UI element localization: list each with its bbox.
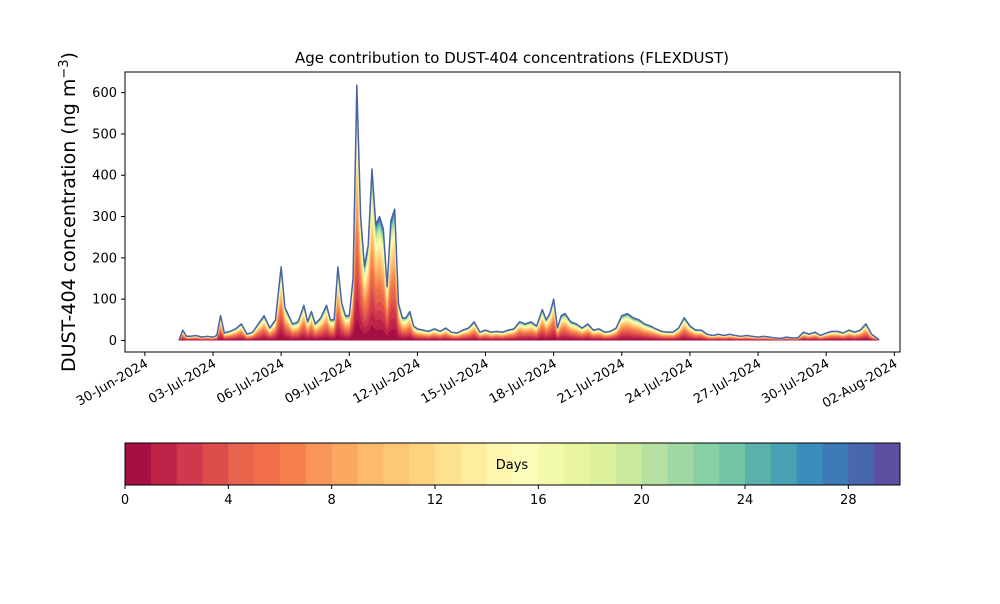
colorbar-frame bbox=[124, 442, 901, 486]
colorbar-swatch-day-10 bbox=[383, 443, 410, 485]
age-layer-day-1 bbox=[178, 296, 880, 341]
colorbar-swatch-day-24 bbox=[745, 443, 772, 485]
colorbar-tick-label: 8 bbox=[328, 493, 336, 508]
colorbar-swatch-day-19 bbox=[615, 443, 643, 485]
x-tick-label: 15-Jul-2024 bbox=[419, 356, 492, 407]
y-axis-label-main: DUST-404 concentration (ng m bbox=[58, 79, 80, 372]
colorbar-swatch-day-8 bbox=[331, 443, 358, 485]
colorbar-swatch-day-21 bbox=[667, 443, 694, 485]
colorbar-swatch-day-11 bbox=[409, 443, 436, 485]
plot-frame bbox=[124, 71, 901, 353]
x-tick-label: 09-Jul-2024 bbox=[282, 356, 355, 407]
age-layer-day-0 bbox=[178, 317, 880, 341]
colorbar-swatch-day-2 bbox=[176, 443, 203, 485]
x-tick-label: 02-Aug-2024 bbox=[820, 356, 900, 411]
y-tick-label: 100 bbox=[92, 293, 117, 308]
colorbar-swatch-day-26 bbox=[796, 443, 823, 485]
x-tick-label: 12-Jul-2024 bbox=[351, 356, 424, 407]
colorbar-swatch-day-27 bbox=[822, 443, 849, 485]
colorbar-tick-label: 0 bbox=[121, 493, 129, 508]
colorbar-swatch-day-12 bbox=[435, 443, 462, 485]
y-axis-label-close: ) bbox=[58, 52, 80, 59]
chart-title: Age contribution to DUST-404 concentrati… bbox=[295, 49, 729, 67]
colorbar-tick-label: 4 bbox=[224, 493, 232, 508]
x-axis: 30-Jun-202403-Jul-202406-Jul-202409-Jul-… bbox=[74, 352, 900, 412]
colorbar-swatch-day-6 bbox=[280, 443, 307, 485]
colorbar-swatch-day-29 bbox=[874, 443, 901, 485]
colorbar-tick-label: 12 bbox=[427, 493, 444, 508]
colorbar-tick-label: 28 bbox=[840, 493, 857, 508]
x-tick-label: 30-Jun-2024 bbox=[74, 356, 151, 409]
colorbar-swatch-day-5 bbox=[254, 443, 281, 485]
colorbar-swatch-day-22 bbox=[693, 443, 720, 485]
y-tick-label: 200 bbox=[92, 251, 117, 266]
y-tick-label: 0 bbox=[109, 334, 117, 349]
total-concentration-line bbox=[178, 84, 880, 341]
x-tick-label: 21-Jul-2024 bbox=[555, 356, 628, 407]
colorbar-swatch-day-13 bbox=[460, 443, 488, 485]
colorbar-swatch-day-20 bbox=[641, 443, 668, 485]
x-tick-label: 27-Jul-2024 bbox=[691, 356, 764, 407]
y-tick-label: 500 bbox=[92, 127, 117, 142]
colorbar-swatch-day-3 bbox=[202, 443, 229, 485]
colorbar-tick-label: 20 bbox=[633, 493, 650, 508]
colorbar-swatch-day-18 bbox=[590, 443, 617, 485]
colorbar-tick-label: 16 bbox=[530, 493, 547, 508]
x-tick-label: 24-Jul-2024 bbox=[623, 356, 696, 407]
colorbar-tick-label: 24 bbox=[737, 493, 754, 508]
colorbar-swatch-day-9 bbox=[357, 443, 384, 485]
x-tick-label: 06-Jul-2024 bbox=[214, 356, 287, 407]
colorbar-swatch-day-25 bbox=[770, 443, 798, 485]
y-axis: 0 100 200 300 400 500 600 bbox=[92, 86, 125, 349]
colorbar-label: Days bbox=[496, 458, 529, 473]
x-tick-label: 18-Jul-2024 bbox=[487, 356, 560, 407]
y-tick-label: 400 bbox=[92, 169, 117, 184]
y-tick-label: 300 bbox=[92, 210, 117, 225]
colorbar-swatch-day-28 bbox=[848, 443, 875, 485]
x-tick-label: 03-Jul-2024 bbox=[146, 356, 219, 407]
colorbar-swatch-day-23 bbox=[719, 443, 746, 485]
y-tick-label: 600 bbox=[92, 86, 117, 101]
colorbar-swatch-day-7 bbox=[305, 443, 333, 485]
colorbar-swatch-day-14 bbox=[486, 443, 513, 485]
colorbar-swatch-day-1 bbox=[150, 443, 178, 485]
y-axis-label-exponent: −3 bbox=[57, 59, 72, 78]
age-layers bbox=[178, 84, 880, 341]
colorbar-swatch-day-15 bbox=[512, 443, 539, 485]
colorbar-swatch-day-17 bbox=[564, 443, 591, 485]
colorbar-swatch-day-16 bbox=[538, 443, 565, 485]
y-axis-label: DUST-404 concentration (ng m−3) bbox=[57, 52, 81, 372]
colorbar-swatch-day-0 bbox=[125, 443, 152, 485]
colorbar-swatch-day-4 bbox=[228, 443, 255, 485]
colorbar-ticks: 0 4 8 12 16 20 24 28 bbox=[121, 485, 857, 508]
colorbar bbox=[125, 443, 901, 485]
